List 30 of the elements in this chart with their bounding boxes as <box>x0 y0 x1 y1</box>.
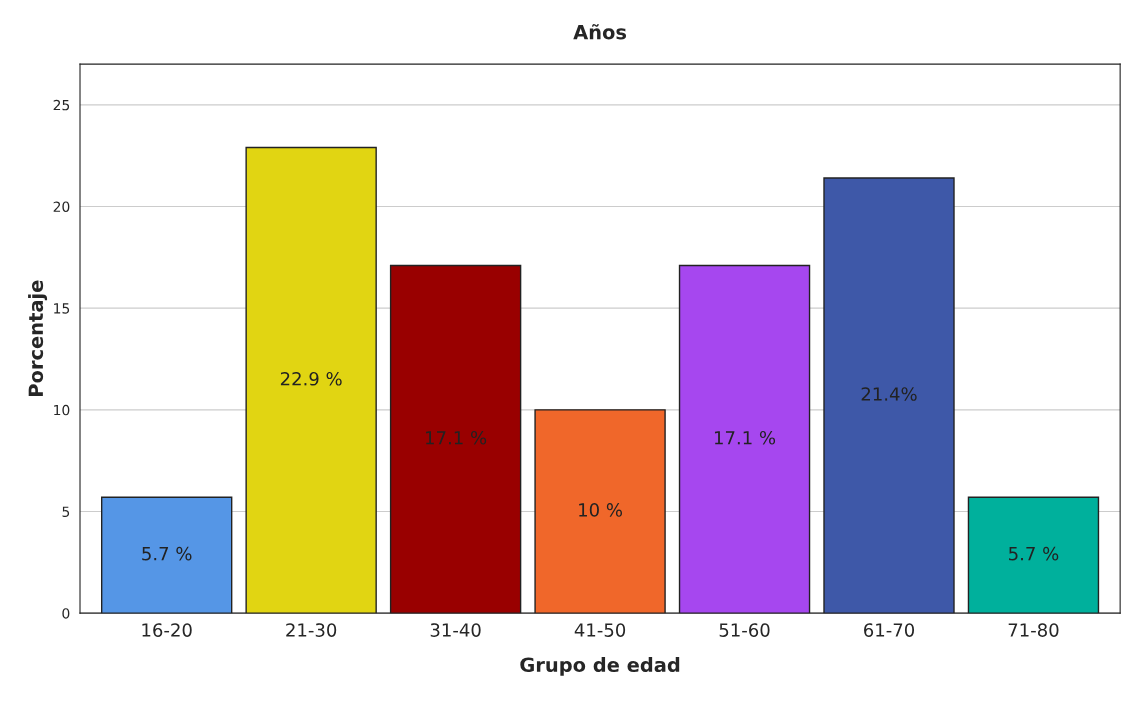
bar <box>967 496 1100 614</box>
bar <box>823 177 955 614</box>
x-tick-label: 21-30 <box>286 623 337 637</box>
x-tick-label: 16-20 <box>142 623 192 637</box>
x-axis-title: Grupo de edad <box>520 657 680 676</box>
x-tick-label: 31-40 <box>430 623 481 637</box>
x-tick-label: 51-60 <box>719 623 770 637</box>
data-label: 5.7 % <box>142 546 192 561</box>
chart-title: Años <box>573 24 627 40</box>
y-axis-title: Porcentaje <box>28 280 48 396</box>
data-label: 21.4% <box>861 387 917 401</box>
data-label: 17.1 % <box>714 430 776 445</box>
data-label: 17.1 % <box>426 430 487 445</box>
y-tick-label: 20 <box>53 201 70 212</box>
x-tick-label: 71-80 <box>1008 623 1059 637</box>
y-tick-label: 15 <box>54 303 70 314</box>
y-tick-label: 10 <box>54 404 70 416</box>
y-tick-label: 0 <box>62 608 70 619</box>
bar <box>389 264 522 614</box>
data-label: 10 % <box>579 503 623 517</box>
data-label: 5.7 % <box>1009 546 1059 561</box>
bar <box>100 496 233 614</box>
bar <box>678 264 811 614</box>
bar <box>534 409 666 614</box>
bar <box>245 146 377 614</box>
y-tick-label: 5 <box>62 506 70 517</box>
x-tick-label: 61-70 <box>864 623 915 637</box>
x-tick-label: 41-50 <box>574 623 626 637</box>
data-label: 22.9 % <box>280 371 342 386</box>
y-tick-label: 25 <box>53 99 70 111</box>
